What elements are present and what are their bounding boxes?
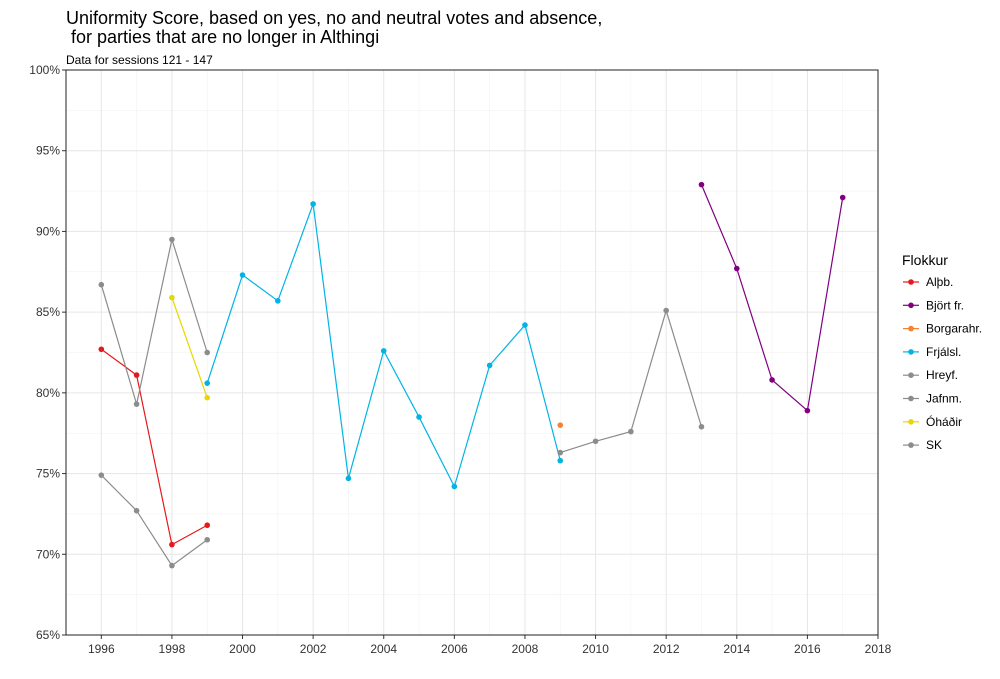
- plot-border: [65, 69, 879, 636]
- data-point-sk: [98, 472, 105, 478]
- legend-label: Óháðir: [926, 414, 962, 429]
- data-point-frja-lsl: [239, 272, 246, 278]
- legend-label: SK: [926, 438, 942, 452]
- data-point-hreyf: [557, 449, 564, 456]
- series-lines: [98, 181, 846, 569]
- chart-title-line-2: for parties that are no longer in Althin…: [66, 27, 379, 47]
- data-point-jafnm: [133, 401, 140, 407]
- x-tick-label: 2002: [300, 642, 327, 656]
- y-tick-label: 100%: [29, 63, 60, 77]
- data-point-alþb: [204, 522, 211, 529]
- legend-label: Frjálsl.: [926, 345, 961, 359]
- data-point-sk: [169, 562, 175, 569]
- data-point-frja-lsl: [416, 414, 422, 420]
- x-tick-label: 2006: [441, 642, 468, 656]
- data-point-alþb: [98, 346, 105, 353]
- y-tick-label: 65%: [36, 628, 60, 642]
- data-point-sk: [133, 507, 140, 514]
- x-tick-label: 2016: [794, 642, 821, 656]
- grid: [65, 69, 879, 636]
- data-point-borgarahr: [557, 422, 564, 428]
- x-tick-label: 1998: [159, 642, 186, 656]
- legend: Flokkur Alþb. Björt fr. Borgarahr. Frjálsl.…: [902, 252, 982, 452]
- legend-label: Alþb.: [926, 275, 953, 289]
- data-point-o-ha-ðir: [169, 294, 175, 301]
- data-point-frja-lsl: [275, 298, 281, 304]
- legend-key-point: [908, 279, 914, 285]
- x-tick-label: 2008: [512, 642, 539, 656]
- chart-title-line-1: Uniformity Score, based on yes, no and n…: [66, 8, 602, 28]
- data-point-bjo-rt-fr: [733, 265, 740, 272]
- legend-key-point: [908, 349, 914, 355]
- data-point-frja-lsl: [345, 475, 352, 482]
- legend-title: Flokkur: [902, 252, 948, 268]
- x-tick-label: 2012: [653, 642, 680, 656]
- data-point-frja-lsl: [204, 380, 211, 386]
- data-point-hreyf: [663, 307, 669, 314]
- axes: 65% 70% 75% 80% 85% 90% 95% 100% 1996 1998 2000 200…: [29, 63, 891, 656]
- x-tick-label: 2010: [582, 642, 609, 656]
- series-line-jafnm: [100, 237, 208, 405]
- legend-label: Borgarahr.: [926, 322, 982, 336]
- y-tick-label: 75%: [36, 467, 60, 481]
- y-tick-label: 80%: [36, 386, 60, 400]
- data-point-jafnm: [98, 281, 105, 288]
- y-tick-label: 85%: [36, 305, 60, 319]
- data-point-jafnm: [204, 349, 211, 356]
- data-point-frja-lsl: [557, 457, 564, 464]
- y-tick-label: 95%: [36, 144, 60, 158]
- data-point-bjo-rt-fr: [769, 377, 775, 383]
- data-point-jafnm: [169, 236, 175, 243]
- x-tick-label: 1996: [88, 642, 115, 656]
- series-line-sk: [100, 474, 208, 567]
- legend-key-point: [908, 372, 914, 379]
- y-tick-label: 70%: [36, 547, 60, 561]
- data-point-frja-lsl: [522, 322, 528, 328]
- data-point-frja-lsl: [310, 201, 316, 207]
- data-point-hreyf: [592, 438, 599, 445]
- legend-key-point: [908, 302, 914, 309]
- data-point-bjo-rt-fr: [839, 194, 846, 201]
- data-point-frja-lsl: [380, 348, 387, 354]
- legend-key-point: [908, 395, 914, 402]
- data-point-hreyf: [698, 423, 705, 430]
- data-point-alþb: [169, 541, 175, 548]
- legend-label: Jafnm.: [926, 392, 962, 406]
- y-tick-label: 90%: [36, 224, 60, 238]
- data-point-bjo-rt-fr: [804, 407, 811, 414]
- data-point-frja-lsl: [486, 362, 493, 369]
- legend-key-point: [908, 325, 914, 332]
- data-point-sk: [204, 536, 211, 543]
- data-point-frja-lsl: [451, 483, 458, 490]
- data-point-hreyf: [628, 428, 634, 435]
- legend-key-point: [908, 442, 914, 448]
- legend-key-point: [908, 419, 914, 425]
- x-tick-label: 2018: [865, 642, 892, 656]
- x-tick-label: 2000: [229, 642, 256, 656]
- x-tick-label: 2004: [370, 642, 397, 656]
- chart-subtitle: Data for sessions 121 - 147: [66, 53, 213, 67]
- legend-label: Hreyf.: [926, 368, 958, 382]
- series-line-o-ha-ðir: [171, 297, 208, 398]
- data-point-bjo-rt-fr: [698, 181, 705, 188]
- legend-items: Alþb. Björt fr. Borgarahr. Frjálsl. Hreyf. Ja…: [903, 275, 982, 452]
- data-point-o-ha-ðir: [204, 394, 211, 401]
- x-tick-label: 2014: [723, 642, 750, 656]
- series-line-alþb: [100, 348, 208, 546]
- data-point-alþb: [133, 372, 140, 378]
- legend-label: Björt fr.: [926, 298, 964, 312]
